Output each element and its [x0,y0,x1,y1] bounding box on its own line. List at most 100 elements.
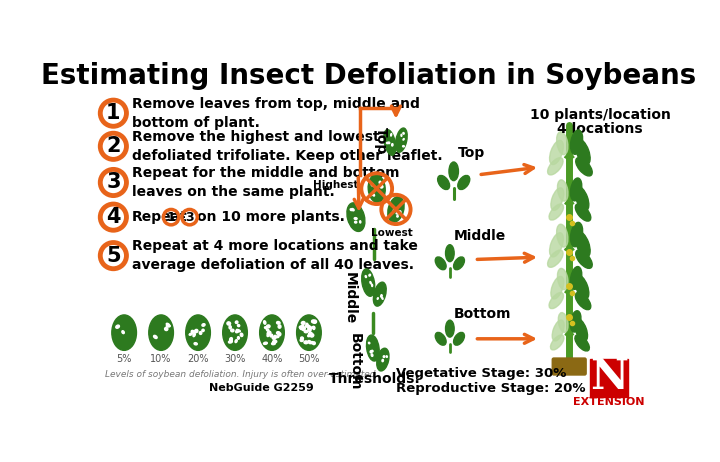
Ellipse shape [388,197,404,222]
Ellipse shape [272,336,276,340]
Ellipse shape [372,183,373,186]
Text: Estimating Insect Defoliation in Soybeans: Estimating Insect Defoliation in Soybean… [41,62,697,90]
Ellipse shape [575,187,589,211]
Ellipse shape [186,315,210,350]
Ellipse shape [165,328,168,330]
Ellipse shape [227,322,230,325]
Ellipse shape [149,315,174,350]
Text: 3: 3 [185,211,194,224]
Ellipse shape [354,218,357,219]
Text: Repeat at 4 more locations and take
average defoliation of all 40 leaves.: Repeat at 4 more locations and take aver… [132,239,418,272]
Ellipse shape [238,337,239,339]
Ellipse shape [229,326,231,329]
Ellipse shape [230,338,233,341]
Ellipse shape [194,343,197,345]
Ellipse shape [391,134,392,136]
Ellipse shape [570,178,582,201]
Ellipse shape [369,274,371,276]
Ellipse shape [575,275,589,299]
Ellipse shape [308,329,311,331]
Ellipse shape [235,321,238,323]
Ellipse shape [351,208,354,211]
Ellipse shape [278,325,281,328]
Ellipse shape [551,276,564,299]
Ellipse shape [454,257,464,270]
Ellipse shape [276,336,279,338]
Ellipse shape [386,356,387,358]
Ellipse shape [267,334,269,336]
Ellipse shape [382,359,384,362]
Ellipse shape [266,329,269,331]
Ellipse shape [575,292,591,310]
Text: 2: 2 [106,136,121,156]
Ellipse shape [372,350,373,352]
Ellipse shape [382,297,383,299]
Ellipse shape [551,335,564,350]
Ellipse shape [300,339,303,341]
Ellipse shape [230,340,233,342]
Ellipse shape [354,221,357,223]
Ellipse shape [368,175,385,202]
Text: Repeat for the middle and bottom
leaves on the same plant.: Repeat for the middle and bottom leaves … [132,166,400,199]
Text: Repeat: Repeat [132,210,188,224]
Text: N: N [590,356,629,397]
Ellipse shape [311,341,313,344]
Text: Middle: Middle [454,230,506,243]
Ellipse shape [193,334,195,337]
Ellipse shape [381,295,382,296]
Ellipse shape [436,332,446,345]
Ellipse shape [454,332,464,345]
Ellipse shape [301,337,303,340]
Ellipse shape [194,329,198,333]
Ellipse shape [570,311,581,332]
Ellipse shape [166,323,170,326]
Ellipse shape [306,323,308,325]
Ellipse shape [302,328,305,331]
Ellipse shape [272,341,276,344]
Ellipse shape [300,326,303,329]
Ellipse shape [166,325,170,327]
Ellipse shape [302,325,304,328]
Ellipse shape [302,322,305,324]
Ellipse shape [379,181,381,183]
Text: 5%: 5% [117,354,132,364]
Text: 1: 1 [167,211,176,224]
Ellipse shape [228,340,233,343]
Ellipse shape [276,332,280,334]
Ellipse shape [304,341,308,344]
Ellipse shape [380,185,383,188]
Ellipse shape [370,351,372,353]
Ellipse shape [305,330,308,333]
Ellipse shape [396,213,399,214]
Ellipse shape [549,233,564,257]
Text: 10%: 10% [150,354,172,364]
Ellipse shape [557,180,568,201]
Ellipse shape [549,204,564,220]
Text: Remove leaves from top, middle and
bottom of plant.: Remove leaves from top, middle and botto… [132,97,420,130]
Ellipse shape [388,142,390,144]
Ellipse shape [381,296,382,297]
Ellipse shape [230,329,234,332]
Ellipse shape [458,176,469,189]
Ellipse shape [570,222,582,247]
Text: 5: 5 [106,246,121,266]
Ellipse shape [402,146,405,147]
Ellipse shape [370,281,372,284]
Ellipse shape [395,209,396,210]
Ellipse shape [575,319,588,341]
Ellipse shape [305,325,309,327]
Ellipse shape [387,142,388,144]
Ellipse shape [403,139,404,140]
Ellipse shape [384,130,396,155]
Ellipse shape [192,330,194,333]
Ellipse shape [312,320,315,323]
Text: Bottom: Bottom [454,307,511,321]
Text: Top: Top [374,127,387,154]
Text: Middle: Middle [343,272,356,324]
Ellipse shape [116,325,120,328]
Ellipse shape [301,326,303,328]
FancyBboxPatch shape [590,359,629,397]
Ellipse shape [575,231,590,257]
Ellipse shape [264,342,267,345]
Ellipse shape [271,342,275,345]
